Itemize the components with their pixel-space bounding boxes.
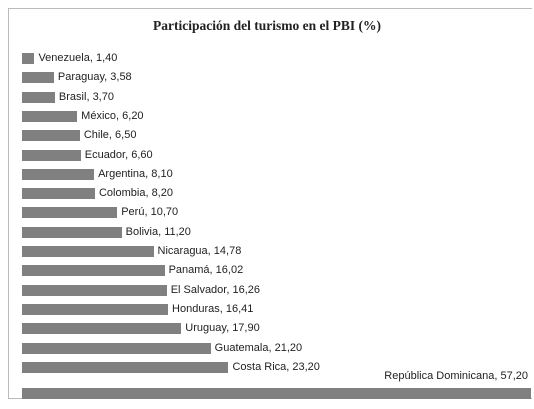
value-label: 3,70 xyxy=(92,90,114,103)
value-label: 14,78 xyxy=(213,245,242,257)
bar xyxy=(22,188,95,200)
bar-label: Perú10,70 xyxy=(121,206,178,219)
bar-label: Nicaragua14,78 xyxy=(158,245,242,258)
bar xyxy=(22,342,211,354)
bar xyxy=(22,303,169,315)
category-label: República Dominicana xyxy=(384,370,500,382)
category-label: Costa Rica xyxy=(232,361,292,373)
bar xyxy=(22,387,532,399)
category-label: Chile xyxy=(84,129,115,141)
bar xyxy=(22,284,167,296)
bar-label: Panamá16,02 xyxy=(169,264,244,277)
value-label: 6,60 xyxy=(131,148,153,161)
bar-label: Brasil3,70 xyxy=(59,91,114,104)
bar-label: Paraguay3,58 xyxy=(58,71,132,84)
category-label: Uruguay xyxy=(185,322,232,334)
category-label: Nicaragua xyxy=(158,245,214,257)
bar xyxy=(22,130,80,142)
bar-label: Costa Rica23,20 xyxy=(232,361,319,374)
bar xyxy=(22,361,229,373)
value-label: 16,02 xyxy=(215,264,244,277)
bar xyxy=(22,168,95,180)
bar-label: Uruguay17,90 xyxy=(185,322,259,335)
bar-label: Honduras16,41 xyxy=(172,303,253,316)
category-label: México xyxy=(81,110,122,122)
value-label: 8,10 xyxy=(151,167,173,180)
category-label: El Salvador xyxy=(171,284,233,296)
bar-label: Venezuela1,40 xyxy=(38,52,117,65)
category-label: Venezuela xyxy=(38,52,96,64)
value-label: 8,20 xyxy=(151,187,173,200)
category-label: Honduras xyxy=(172,303,226,315)
category-label: Perú xyxy=(121,206,150,218)
bar xyxy=(22,207,118,219)
bar-label: Ecuador6,60 xyxy=(85,149,153,162)
bar-label: Chile6,50 xyxy=(84,129,137,142)
value-label: 1,40 xyxy=(95,52,118,64)
bar-label: Bolivia11,20 xyxy=(126,226,191,239)
category-label: Argentina xyxy=(98,168,151,180)
category-label: Brasil xyxy=(59,91,93,103)
bar-label: Colombia8,20 xyxy=(99,187,173,200)
category-label: Paraguay xyxy=(58,71,110,83)
bar-label: El Salvador16,26 xyxy=(171,284,260,297)
value-label: 21,20 xyxy=(274,341,303,354)
bar xyxy=(22,226,122,238)
category-label: Guatemala xyxy=(215,342,275,354)
bar xyxy=(22,323,182,335)
bar xyxy=(22,72,54,84)
value-label: 11,20 xyxy=(164,225,191,238)
bar-label: República Dominicana57,20 xyxy=(384,370,528,383)
category-label: Colombia xyxy=(99,187,152,199)
category-label: Bolivia xyxy=(126,226,165,238)
value-label: 23,20 xyxy=(292,360,320,373)
bar xyxy=(22,91,55,103)
category-label: Panamá xyxy=(169,264,216,276)
bar-label: Argentina8,10 xyxy=(98,168,173,181)
value-label: 16,26 xyxy=(232,283,261,296)
bar xyxy=(22,53,35,64)
value-label: 57,20 xyxy=(500,369,528,382)
bar xyxy=(22,246,154,257)
value-label: 6,20 xyxy=(122,109,144,122)
bar xyxy=(22,110,78,122)
value-label: 3,58 xyxy=(110,71,132,84)
value-label: 6,50 xyxy=(115,129,137,142)
value-label: 17,90 xyxy=(232,322,260,335)
bar xyxy=(22,265,165,277)
bar-label: Guatemala21,20 xyxy=(215,342,302,355)
bar-label: México6,20 xyxy=(81,110,143,123)
value-label: 16,41 xyxy=(225,302,254,315)
chart-frame xyxy=(8,8,532,399)
bar xyxy=(22,149,81,161)
category-label: Ecuador xyxy=(85,149,132,161)
chart-title: Participación del turismo en el PBI (%) xyxy=(153,18,381,33)
value-label: 10,70 xyxy=(150,206,179,219)
